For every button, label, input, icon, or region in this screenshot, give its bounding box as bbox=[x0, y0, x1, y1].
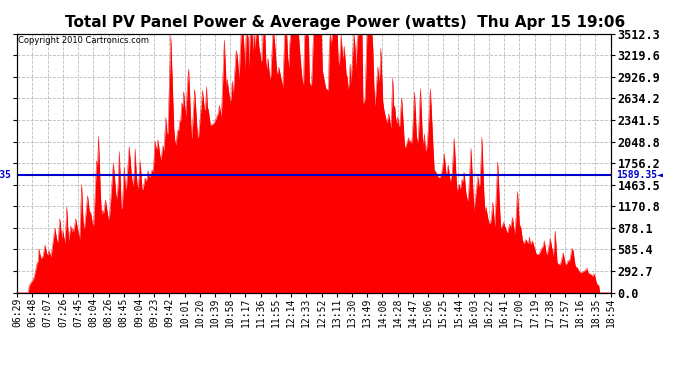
Text: ►1589.35: ►1589.35 bbox=[0, 170, 12, 180]
Text: Copyright 2010 Cartronics.com: Copyright 2010 Cartronics.com bbox=[19, 36, 150, 45]
Text: Total PV Panel Power & Average Power (watts)  Thu Apr 15 19:06: Total PV Panel Power & Average Power (wa… bbox=[65, 15, 625, 30]
Text: 1589.35◄: 1589.35◄ bbox=[616, 170, 663, 180]
